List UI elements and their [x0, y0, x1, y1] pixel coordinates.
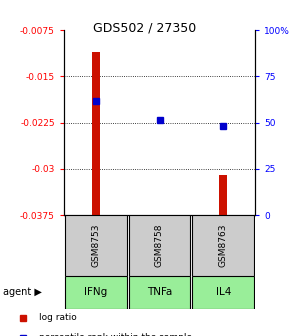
Bar	[220, 175, 227, 215]
Text: log ratio: log ratio	[39, 313, 77, 322]
Bar	[65, 215, 127, 276]
Text: GDS502 / 27350: GDS502 / 27350	[93, 22, 197, 35]
Bar	[128, 276, 191, 309]
Bar	[192, 215, 254, 276]
Bar	[92, 52, 99, 215]
Text: GSM8753: GSM8753	[91, 223, 100, 267]
Text: GSM8763: GSM8763	[219, 223, 228, 267]
Bar	[192, 276, 254, 309]
Bar	[128, 215, 191, 276]
Text: IFNg: IFNg	[84, 287, 107, 297]
Text: agent ▶: agent ▶	[3, 287, 42, 297]
Text: IL4: IL4	[215, 287, 231, 297]
Text: GSM8758: GSM8758	[155, 223, 164, 267]
Text: TNFa: TNFa	[147, 287, 172, 297]
Text: percentile rank within the sample: percentile rank within the sample	[39, 333, 192, 336]
Bar	[65, 276, 127, 309]
